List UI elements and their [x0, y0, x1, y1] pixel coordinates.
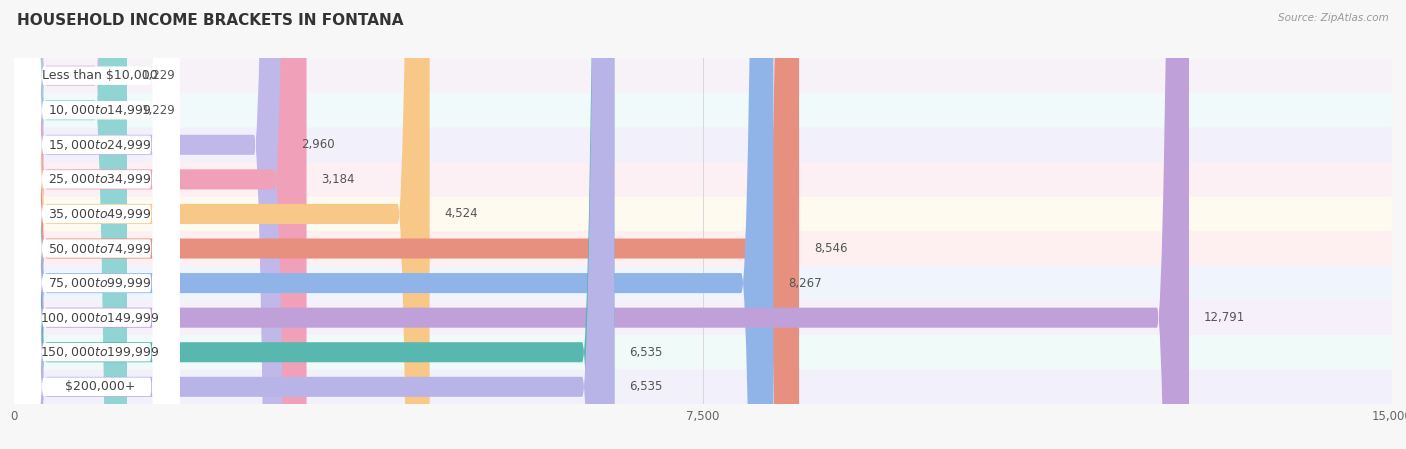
Text: $25,000 to $34,999: $25,000 to $34,999 [48, 172, 152, 186]
FancyBboxPatch shape [14, 266, 1392, 300]
FancyBboxPatch shape [14, 0, 180, 449]
Text: 4,524: 4,524 [444, 207, 478, 220]
FancyBboxPatch shape [14, 0, 285, 449]
Text: 8,267: 8,267 [789, 277, 821, 290]
Text: 1,229: 1,229 [142, 104, 176, 117]
FancyBboxPatch shape [14, 128, 1392, 162]
Text: $15,000 to $24,999: $15,000 to $24,999 [48, 138, 152, 152]
FancyBboxPatch shape [14, 0, 180, 449]
FancyBboxPatch shape [14, 0, 127, 449]
Text: HOUSEHOLD INCOME BRACKETS IN FONTANA: HOUSEHOLD INCOME BRACKETS IN FONTANA [17, 13, 404, 28]
FancyBboxPatch shape [14, 0, 799, 449]
Text: 3,184: 3,184 [321, 173, 354, 186]
Text: $75,000 to $99,999: $75,000 to $99,999 [48, 276, 152, 290]
FancyBboxPatch shape [14, 58, 1392, 93]
Text: 12,791: 12,791 [1204, 311, 1244, 324]
FancyBboxPatch shape [14, 300, 1392, 335]
FancyBboxPatch shape [14, 0, 773, 449]
FancyBboxPatch shape [14, 231, 1392, 266]
Text: Source: ZipAtlas.com: Source: ZipAtlas.com [1278, 13, 1389, 23]
FancyBboxPatch shape [14, 370, 1392, 404]
FancyBboxPatch shape [14, 0, 180, 449]
Text: 1,229: 1,229 [142, 69, 176, 82]
FancyBboxPatch shape [14, 162, 1392, 197]
Text: $50,000 to $74,999: $50,000 to $74,999 [48, 242, 152, 255]
Text: $150,000 to $199,999: $150,000 to $199,999 [41, 345, 160, 359]
FancyBboxPatch shape [14, 0, 614, 449]
FancyBboxPatch shape [14, 335, 1392, 370]
Text: $200,000+: $200,000+ [65, 380, 135, 393]
FancyBboxPatch shape [14, 0, 127, 449]
FancyBboxPatch shape [14, 197, 1392, 231]
FancyBboxPatch shape [14, 0, 180, 449]
Text: Less than $10,000: Less than $10,000 [42, 69, 157, 82]
FancyBboxPatch shape [14, 93, 1392, 128]
FancyBboxPatch shape [14, 0, 180, 449]
FancyBboxPatch shape [14, 0, 180, 449]
FancyBboxPatch shape [14, 0, 180, 449]
FancyBboxPatch shape [14, 0, 307, 449]
Text: $100,000 to $149,999: $100,000 to $149,999 [41, 311, 160, 325]
Text: $35,000 to $49,999: $35,000 to $49,999 [48, 207, 152, 221]
FancyBboxPatch shape [14, 0, 180, 449]
FancyBboxPatch shape [14, 0, 1189, 449]
FancyBboxPatch shape [14, 0, 180, 449]
Text: 6,535: 6,535 [628, 346, 662, 359]
Text: 8,546: 8,546 [814, 242, 848, 255]
Text: $10,000 to $14,999: $10,000 to $14,999 [48, 103, 152, 117]
FancyBboxPatch shape [14, 0, 614, 449]
FancyBboxPatch shape [14, 0, 430, 449]
Text: 6,535: 6,535 [628, 380, 662, 393]
FancyBboxPatch shape [14, 0, 180, 449]
Text: 2,960: 2,960 [301, 138, 335, 151]
